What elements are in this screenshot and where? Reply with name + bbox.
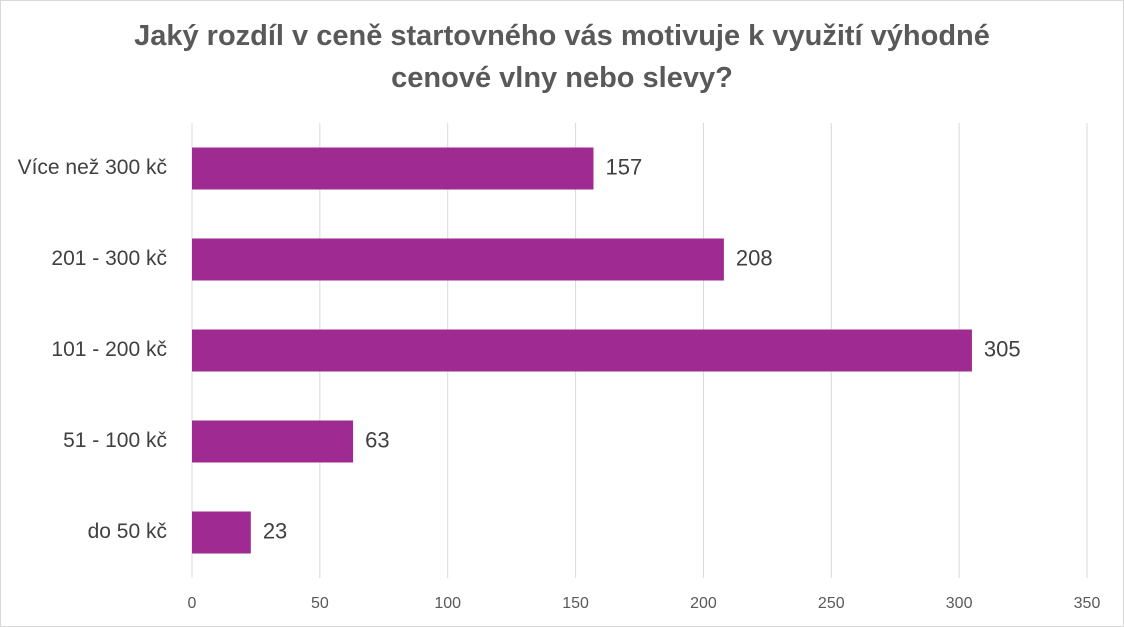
data-label: 23 [263, 518, 287, 543]
x-tick-label: 300 [946, 595, 973, 612]
chart-title-line-1: Jaký rozdíl v ceně startovného vás motiv… [134, 20, 990, 52]
x-tick-label: 0 [188, 595, 197, 612]
data-label: 305 [984, 336, 1021, 361]
category-label: Více než 300 kč [18, 156, 167, 179]
x-tick-label: 150 [562, 595, 589, 612]
x-tick-label: 250 [818, 595, 845, 612]
category-label: 201 - 300 kč [51, 247, 167, 270]
x-tick-label: 100 [434, 595, 461, 612]
x-tick-label: 350 [1074, 595, 1101, 612]
chart-title: Jaký rozdíl v ceně startovného vás motiv… [1, 15, 1123, 99]
bar [192, 238, 724, 281]
bar [192, 420, 354, 463]
bar [192, 147, 594, 190]
chart-title-line-2: cenové vlny nebo slevy? [391, 62, 733, 94]
data-label: 63 [365, 427, 389, 452]
bar [192, 329, 972, 372]
category-label: 51 - 100 kč [63, 429, 167, 452]
bar [192, 511, 251, 554]
x-tick-label: 50 [311, 595, 329, 612]
category-label: 101 - 200 kč [51, 338, 167, 361]
data-label: 208 [736, 245, 773, 270]
category-label: do 50 kč [88, 520, 167, 543]
data-label: 157 [605, 154, 642, 179]
x-tick-label: 200 [690, 595, 717, 612]
